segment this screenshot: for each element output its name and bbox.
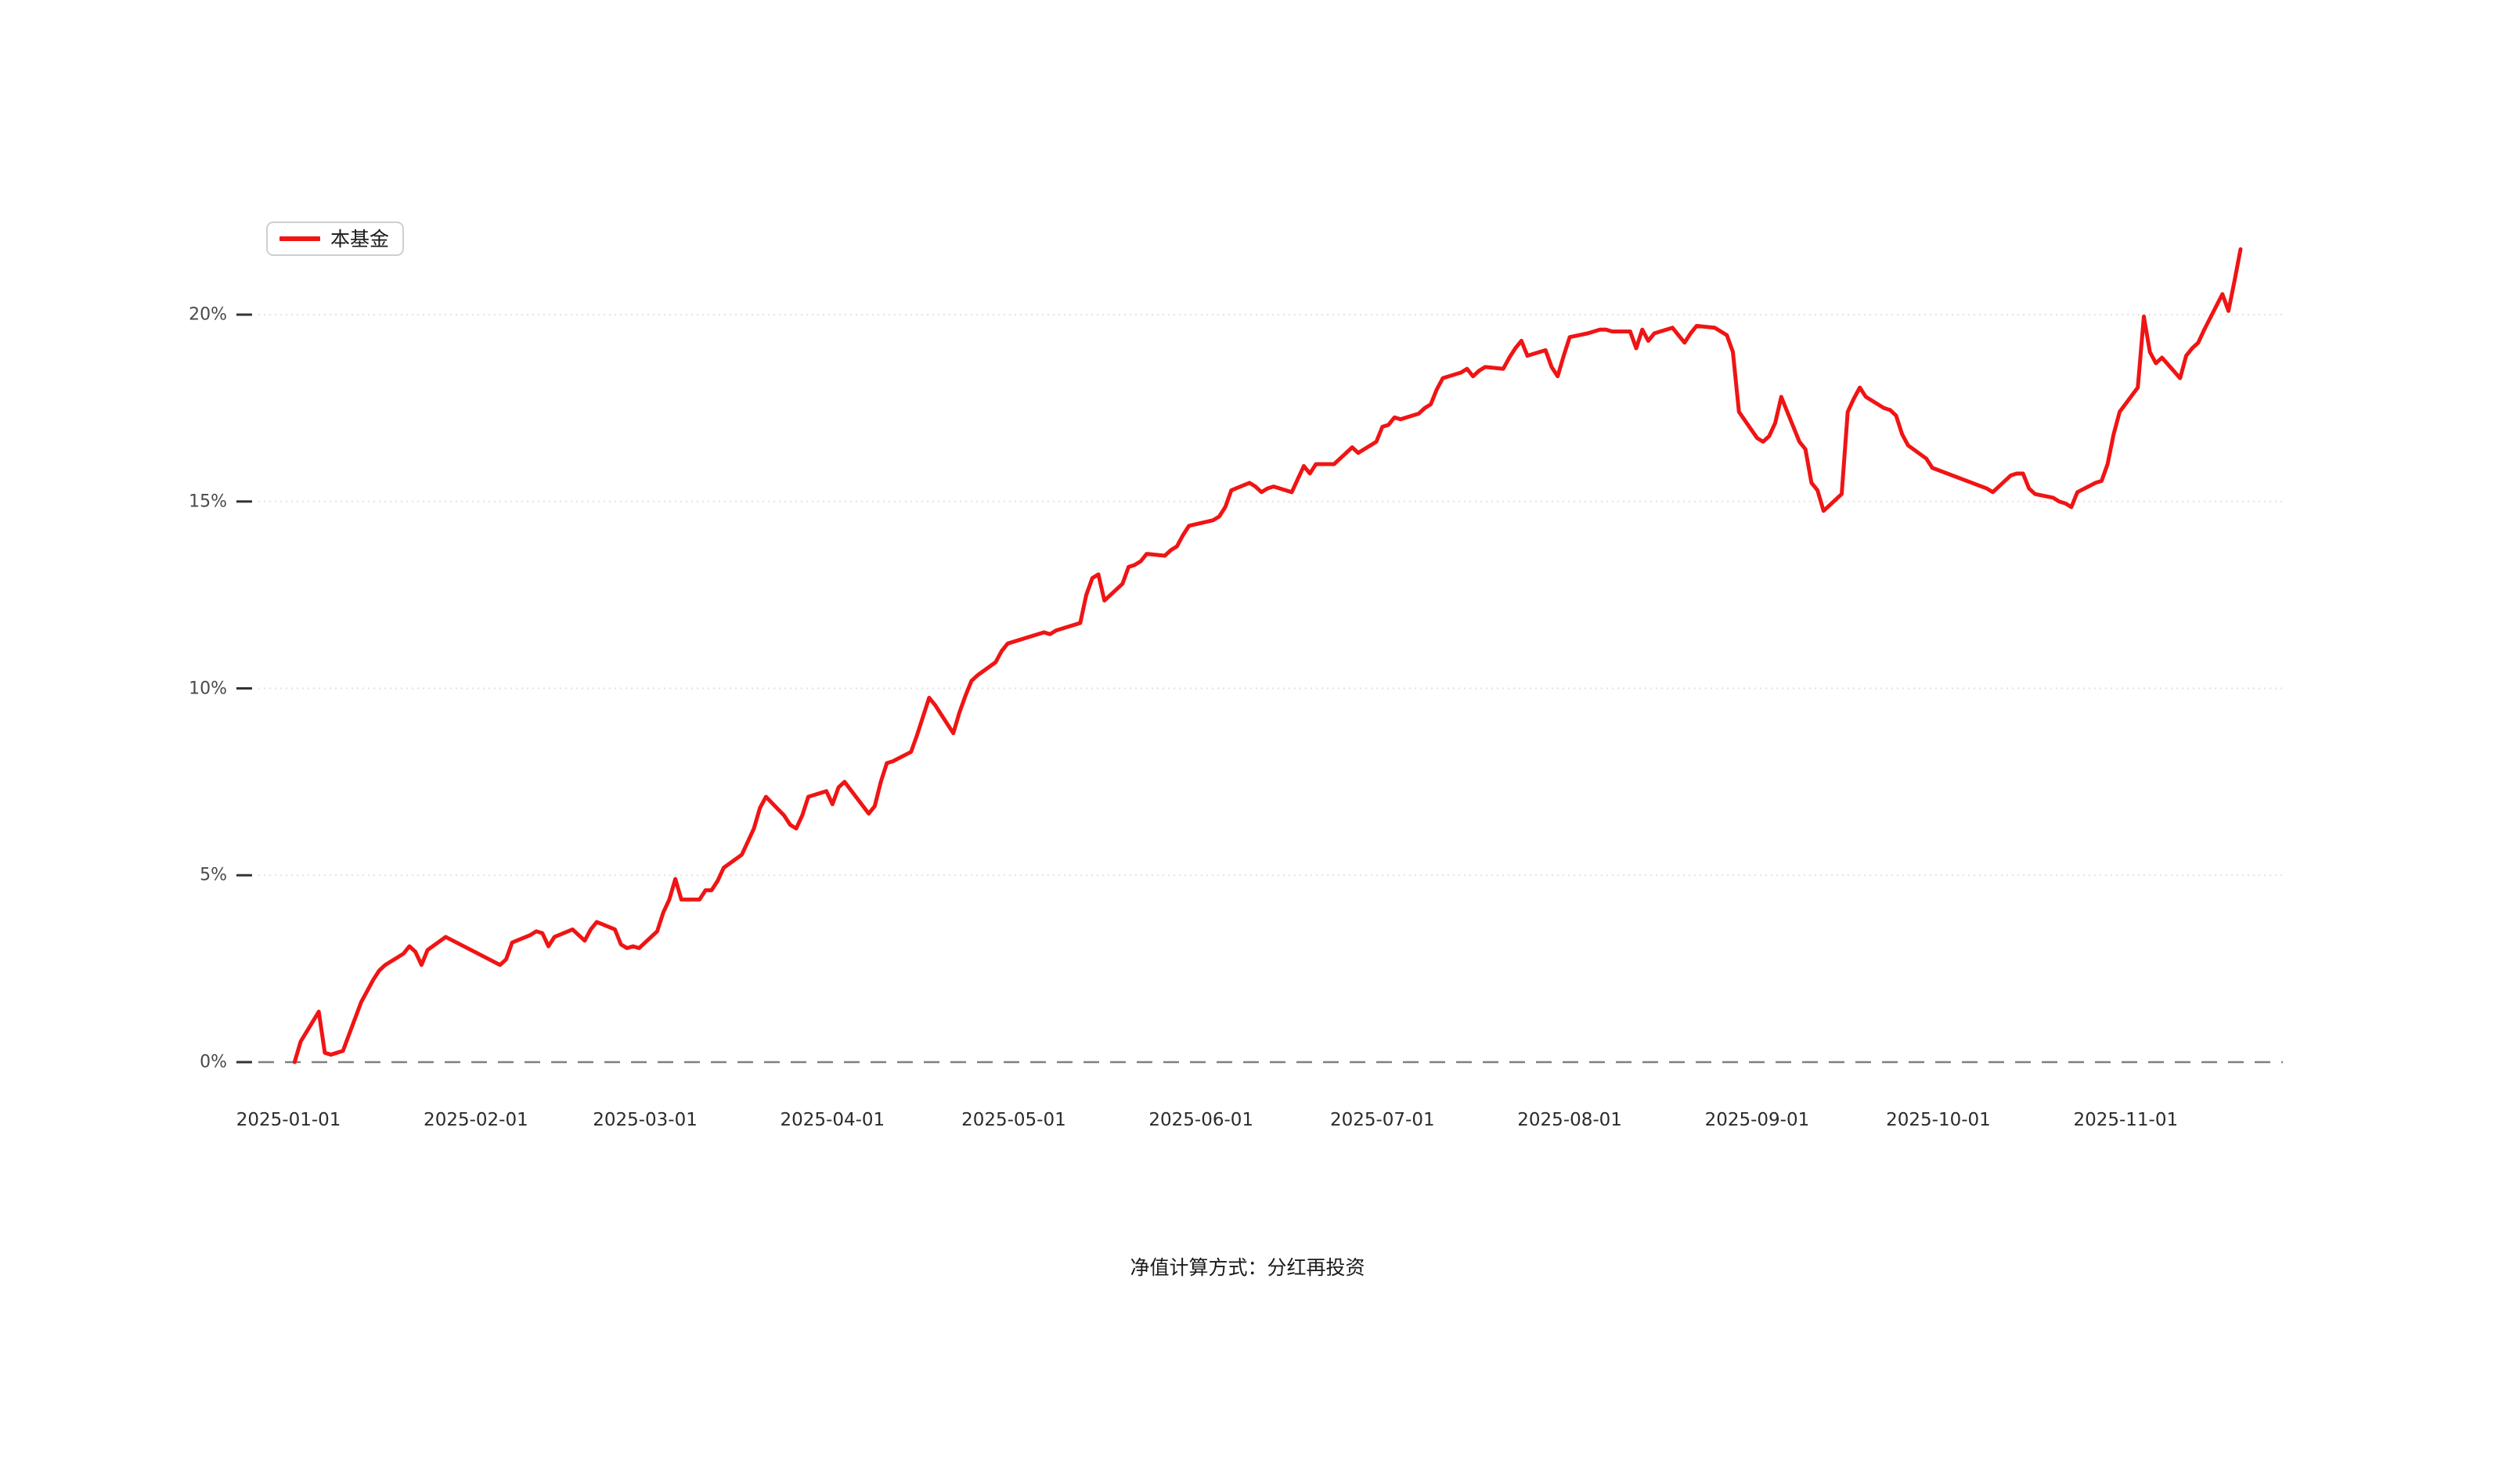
gridlines: [258, 314, 2283, 1064]
series-lines: [292, 247, 2243, 1064]
x-tick-label: 2025-05-01: [961, 1110, 1066, 1130]
x-tick-label: 2025-08-01: [1517, 1110, 1622, 1130]
x-tick-label: 2025-10-01: [1886, 1110, 1991, 1130]
x-tick-label: 2025-03-01: [593, 1110, 698, 1130]
legend-item-label: 本基金: [330, 227, 390, 250]
y-tick-label: 5%: [200, 865, 227, 885]
x-tick-label: 2025-06-01: [1148, 1110, 1254, 1130]
legend-item-fund[interactable]: 本基金: [279, 229, 389, 249]
y-tick-label: 20%: [189, 304, 227, 325]
nav-calculation-note: 净值计算方式：分红再投资: [1130, 1256, 1365, 1279]
y-tick-label: 15%: [189, 492, 227, 512]
chart-legend[interactable]: 本基金: [266, 222, 405, 256]
x-tick-label: 2025-11-01: [2073, 1110, 2179, 1130]
legend-line-swatch: [279, 236, 320, 241]
y-tick-label: 0%: [200, 1052, 227, 1072]
x-tick-label: 2025-01-01: [236, 1110, 341, 1130]
series-line-0: [292, 247, 2243, 1064]
x-tick-label: 2025-07-01: [1329, 1110, 1435, 1130]
x-tick-label: 2025-09-01: [1704, 1110, 1810, 1130]
x-tick-label: 2025-02-01: [424, 1110, 528, 1130]
y-tick-label: 10%: [189, 679, 227, 698]
y-tick-marks: [236, 313, 252, 1064]
x-tick-label: 2025-04-01: [780, 1110, 885, 1130]
